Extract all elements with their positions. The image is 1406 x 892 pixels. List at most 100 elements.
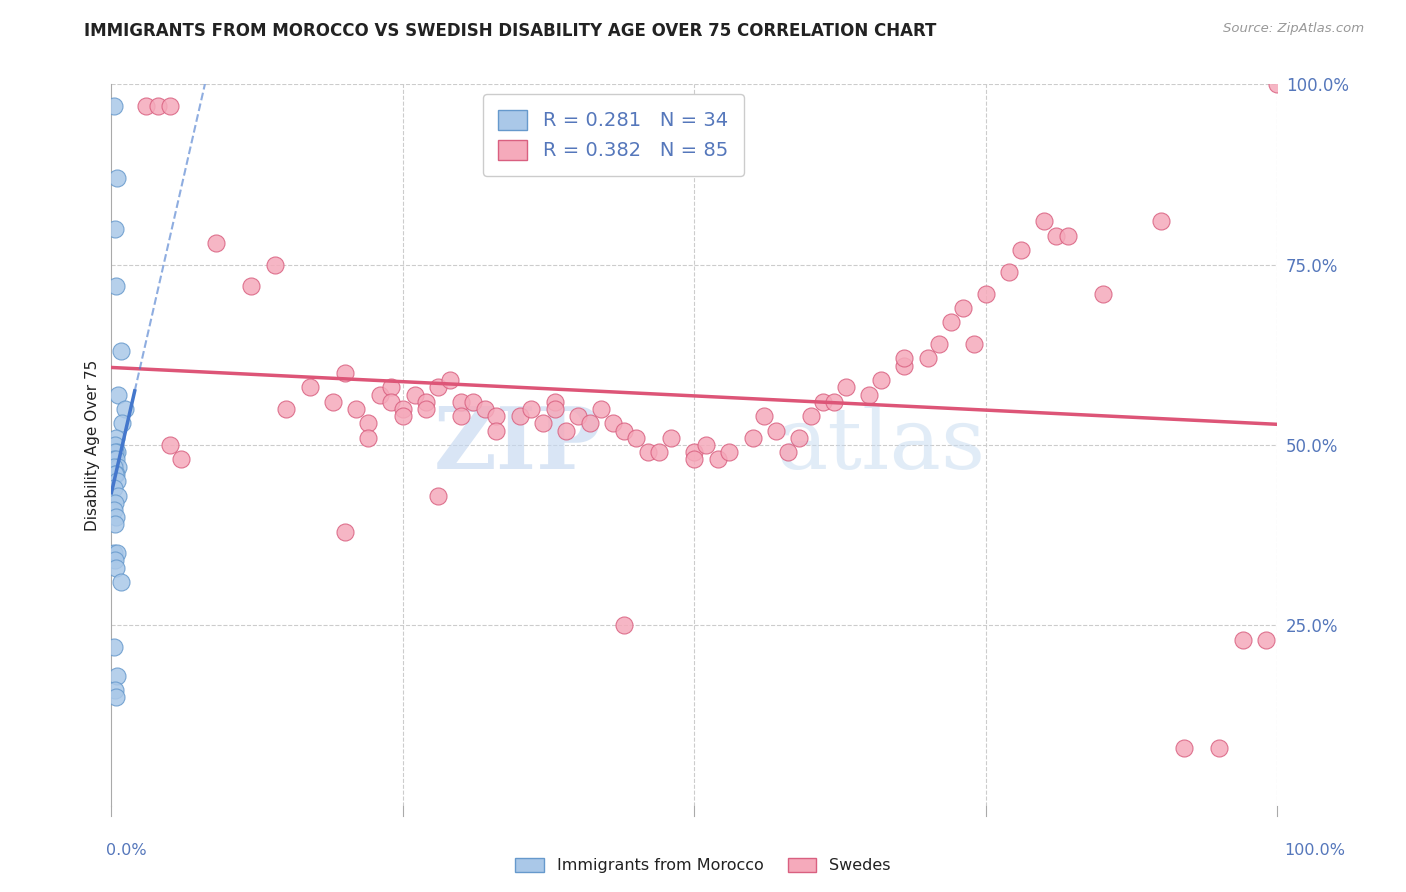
Point [591, 401, 613, 416]
Point [276, 401, 298, 416]
Point [240, 279, 263, 293]
Point [998, 265, 1021, 279]
Point [105, 474, 128, 488]
Point [531, 417, 554, 431]
Point [917, 351, 939, 366]
Point [754, 409, 776, 424]
Point [1232, 632, 1254, 647]
Point [103, 503, 125, 517]
Point [1045, 228, 1067, 243]
Text: atlas: atlas [776, 403, 986, 487]
Point [800, 409, 823, 424]
Point [344, 401, 367, 416]
Point [683, 445, 706, 459]
Point [963, 337, 986, 351]
Point [439, 373, 461, 387]
Point [1150, 214, 1173, 228]
Point [110, 344, 132, 359]
Point [637, 445, 659, 459]
Text: Source: ZipAtlas.com: Source: ZipAtlas.com [1223, 22, 1364, 36]
Point [543, 401, 565, 416]
Point [333, 366, 356, 380]
Point [105, 510, 128, 524]
Point [474, 401, 496, 416]
Point [415, 394, 437, 409]
Point [683, 452, 706, 467]
Point [835, 380, 858, 394]
Point [1010, 244, 1032, 258]
Point [893, 359, 915, 373]
Point [159, 438, 181, 452]
Point [823, 394, 845, 409]
Point [333, 524, 356, 539]
Point [695, 438, 717, 452]
Point [776, 445, 799, 459]
Point [298, 380, 321, 394]
Point [114, 401, 136, 416]
Point [103, 452, 125, 467]
Point [105, 171, 128, 186]
Point [928, 337, 950, 351]
Point [1056, 228, 1078, 243]
Point [104, 496, 127, 510]
Point [811, 394, 834, 409]
Point [357, 431, 380, 445]
Point [392, 401, 415, 416]
Text: ZIP: ZIP [433, 403, 602, 487]
Point [159, 99, 181, 113]
Point [110, 575, 132, 590]
Point [870, 373, 893, 387]
Point [426, 380, 449, 394]
Point [392, 409, 415, 424]
Point [1254, 632, 1277, 647]
Text: 0.0%: 0.0% [107, 843, 146, 858]
Point [450, 394, 472, 409]
Point [485, 424, 508, 438]
Point [602, 417, 624, 431]
Point [509, 409, 531, 424]
Point [404, 387, 426, 401]
Point [105, 669, 128, 683]
Point [765, 424, 787, 438]
Point [461, 394, 484, 409]
Point [543, 394, 565, 409]
Point [105, 546, 128, 560]
Point [105, 279, 128, 293]
Point [105, 467, 128, 481]
Point [104, 683, 127, 698]
Point [613, 424, 636, 438]
Point [974, 286, 997, 301]
Point [104, 445, 127, 459]
Point [105, 445, 128, 459]
Point [939, 315, 962, 329]
Point [368, 387, 391, 401]
Point [105, 560, 128, 574]
Point [263, 258, 285, 272]
Legend: R = 0.281   N = 34, R = 0.382   N = 85: R = 0.281 N = 34, R = 0.382 N = 85 [482, 95, 744, 176]
Point [648, 445, 671, 459]
Point [357, 417, 380, 431]
Point [858, 387, 880, 401]
Point [111, 417, 134, 431]
Point [520, 401, 543, 416]
Point [1091, 286, 1114, 301]
Point [613, 618, 636, 632]
Point [380, 394, 402, 409]
Point [103, 459, 125, 474]
Point [380, 380, 402, 394]
Point [415, 401, 437, 416]
Point [107, 459, 129, 474]
Point [1033, 214, 1056, 228]
Point [104, 438, 127, 452]
Point [624, 431, 647, 445]
Point [789, 431, 811, 445]
Point [103, 640, 125, 654]
Point [578, 417, 600, 431]
Point [107, 387, 129, 401]
Point [135, 99, 157, 113]
Point [322, 394, 344, 409]
Point [103, 99, 125, 113]
Point [105, 431, 128, 445]
Point [707, 452, 730, 467]
Text: IMMIGRANTS FROM MOROCCO VS SWEDISH DISABILITY AGE OVER 75 CORRELATION CHART: IMMIGRANTS FROM MOROCCO VS SWEDISH DISAB… [84, 22, 936, 40]
